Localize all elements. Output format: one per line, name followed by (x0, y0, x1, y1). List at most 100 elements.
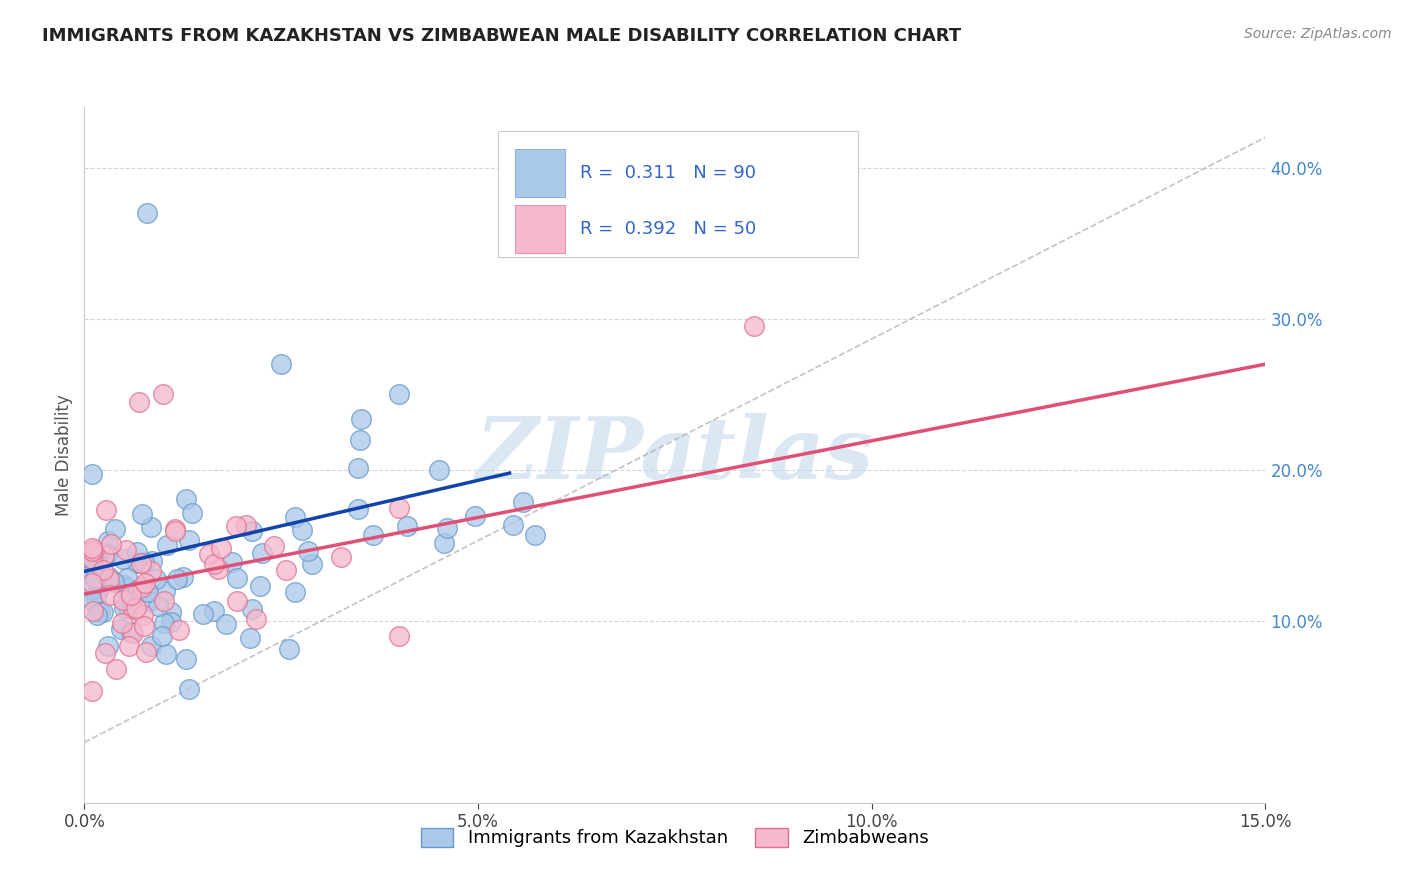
Point (118, 639, 141, 653)
Point (84, 591, 107, 605)
Text: IMMIGRANTS FROM KAZAKHSTAN VS ZIMBABWEAN MALE DISABILITY CORRELATION CHART: IMMIGRANTS FROM KAZAKHSTAN VS ZIMBABWEAN… (42, 27, 962, 45)
Text: ZIPatlas: ZIPatlas (475, 413, 875, 497)
Point (96, 502, 118, 516)
Point (82, 593, 104, 607)
Point (502, 518, 524, 533)
Point (91, 563, 114, 577)
Point (82, 552, 104, 566)
Point (112, 601, 135, 615)
Point (361, 528, 384, 542)
Point (180, 506, 202, 520)
Point (127, 544, 149, 558)
Point (146, 599, 169, 614)
Point (82, 604, 104, 618)
Point (122, 602, 145, 616)
Point (347, 461, 370, 475)
Point (89, 605, 111, 619)
Point (347, 502, 370, 516)
Point (87, 582, 110, 597)
Point (110, 622, 132, 636)
Point (82, 543, 104, 558)
Point (524, 528, 547, 542)
Point (97, 640, 120, 654)
Point (82, 544, 104, 558)
Point (136, 206, 159, 220)
Point (139, 640, 162, 654)
Point (82, 683, 104, 698)
Point (290, 523, 312, 537)
Point (141, 564, 163, 578)
Point (127, 556, 149, 570)
Point (153, 615, 176, 630)
Point (135, 645, 157, 659)
Point (156, 538, 179, 552)
Point (211, 541, 233, 555)
Point (115, 581, 138, 595)
Text: R =  0.392   N = 50: R = 0.392 N = 50 (581, 219, 756, 238)
Point (239, 631, 262, 645)
Point (172, 570, 194, 584)
Point (174, 492, 197, 507)
Point (117, 601, 139, 615)
Point (98, 589, 121, 603)
Point (82, 551, 104, 566)
Point (127, 583, 149, 598)
Point (225, 571, 247, 585)
Point (82, 467, 104, 481)
Point (388, 500, 411, 515)
Point (105, 662, 128, 676)
Point (263, 539, 285, 553)
Point (129, 556, 152, 570)
Point (150, 629, 173, 643)
Point (114, 543, 136, 558)
FancyBboxPatch shape (498, 131, 858, 257)
Point (83, 543, 105, 558)
Point (427, 463, 450, 477)
Point (235, 518, 257, 533)
Text: R =  0.311   N = 90: R = 0.311 N = 90 (581, 164, 756, 182)
Point (155, 583, 177, 598)
Point (388, 387, 411, 401)
Point (436, 521, 458, 535)
Point (111, 592, 134, 607)
Point (163, 522, 186, 536)
Point (153, 594, 176, 608)
Point (388, 629, 411, 643)
Point (278, 642, 301, 657)
Point (110, 616, 132, 631)
Point (82, 554, 104, 568)
Point (121, 591, 143, 605)
Legend: Immigrants from Kazakhstan, Zimbabweans: Immigrants from Kazakhstan, Zimbabweans (412, 819, 938, 856)
Point (225, 594, 247, 608)
Point (225, 519, 247, 533)
Point (174, 652, 197, 666)
Point (202, 557, 225, 571)
Point (433, 536, 456, 550)
Point (138, 593, 160, 607)
Point (134, 576, 156, 591)
Point (166, 572, 188, 586)
Point (221, 555, 243, 569)
Point (94, 646, 117, 660)
Point (115, 571, 138, 585)
Point (270, 357, 292, 371)
Point (197, 548, 219, 562)
Point (395, 518, 418, 533)
Point (91, 605, 114, 619)
Point (82, 582, 104, 597)
Point (132, 607, 155, 622)
Point (112, 552, 135, 566)
Point (160, 615, 183, 629)
Point (202, 604, 225, 618)
Point (82, 541, 104, 555)
Point (86, 553, 108, 567)
Point (131, 508, 153, 522)
Point (160, 605, 183, 619)
Point (301, 557, 323, 571)
Point (215, 617, 238, 632)
Point (132, 555, 155, 569)
Point (249, 580, 271, 594)
Point (240, 524, 263, 538)
Point (131, 581, 153, 595)
Point (193, 607, 215, 621)
